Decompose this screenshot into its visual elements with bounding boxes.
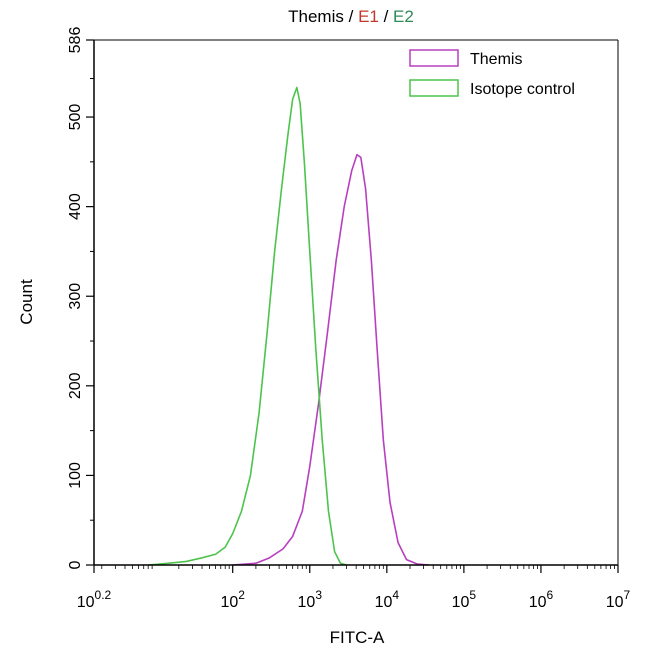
- legend-label-0: Themis: [470, 51, 522, 68]
- title-part-4: E2: [388, 7, 414, 26]
- x-tick-label: 105: [452, 588, 477, 611]
- series-line-0: [232, 153, 429, 566]
- y-tick-label: 400: [67, 193, 84, 220]
- x-tick-label: 102: [220, 588, 245, 611]
- y-tick-label: 586: [67, 27, 84, 54]
- title-part-0: Themis: [288, 7, 348, 26]
- title-part-3: /: [384, 7, 389, 26]
- legend-swatch-0: [409, 49, 459, 67]
- x-axis-title: FITC-A: [330, 628, 385, 647]
- y-tick-label: 200: [67, 372, 84, 399]
- y-tick-label: 0: [67, 560, 84, 569]
- series-line-1: [148, 86, 347, 566]
- title-part-2: E1: [353, 7, 383, 26]
- x-tick-label: 103: [298, 588, 323, 611]
- y-tick-label: 100: [67, 462, 84, 489]
- x-tick-label: 104: [375, 588, 400, 611]
- chart-title: Themis / E1 / E2: [288, 7, 414, 26]
- y-axis-ticks: 0 100 200 300 400 500 586: [67, 27, 94, 569]
- y-tick-label: 500: [67, 104, 84, 131]
- x-tick-label: 106: [529, 588, 554, 611]
- x-tick-label: 100.2: [77, 588, 112, 611]
- x-tick-label: 107: [606, 588, 631, 611]
- y-axis-title: Count: [17, 279, 36, 325]
- legend-label-1: Isotope control: [470, 81, 575, 98]
- y-tick-label: 300: [67, 283, 84, 310]
- series-layer: [148, 86, 429, 566]
- legend-swatch-1: [409, 79, 459, 97]
- x-axis-ticks: 100.2 102 103 104 105 106 107: [77, 565, 631, 611]
- legend: Themis Isotope control: [409, 49, 575, 98]
- title-part-1: /: [349, 7, 354, 26]
